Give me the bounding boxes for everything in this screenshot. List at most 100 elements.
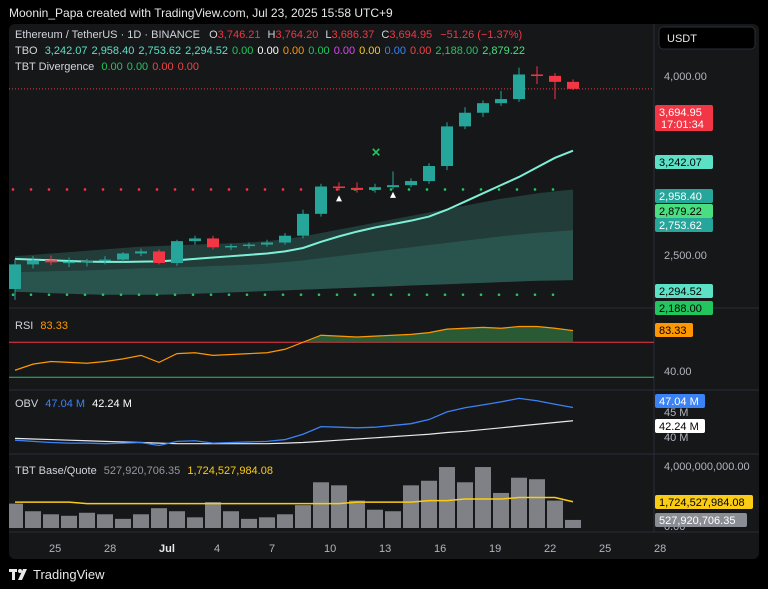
candle-body bbox=[531, 74, 543, 76]
divergence-value-1: 0.00 bbox=[127, 61, 148, 73]
obv-tick-40m: 40 M bbox=[664, 432, 688, 444]
candle-jun-27 bbox=[99, 256, 111, 265]
tbo-dot-upper bbox=[497, 188, 501, 191]
price-badge-bg bbox=[655, 218, 713, 232]
rsi-overbought-fill bbox=[303, 326, 573, 343]
rsi-pane[interactable] bbox=[9, 325, 654, 378]
tbo-value-12: 2,188.00 bbox=[435, 45, 478, 57]
volume-bar-27 bbox=[493, 492, 509, 528]
time-tick-10: 10 bbox=[324, 543, 336, 555]
time-tick-16: 16 bbox=[434, 543, 446, 555]
volume-bar-15 bbox=[277, 514, 293, 528]
tbo-dot-lower bbox=[119, 293, 123, 297]
tbo-dot-upper bbox=[137, 188, 141, 191]
candle-jun-29 bbox=[135, 248, 147, 257]
tbo-dot-lower bbox=[65, 293, 69, 297]
candle-jul-20 bbox=[513, 67, 525, 102]
candle-body bbox=[135, 251, 147, 254]
candle-body bbox=[549, 75, 561, 82]
tbo-dot-upper bbox=[191, 188, 195, 191]
volume-ma-value: 1,724,527,984.08 bbox=[187, 465, 273, 477]
tbo-dot-lower bbox=[371, 293, 375, 297]
tbo-dot-upper bbox=[227, 188, 231, 191]
chart-frame[interactable]: ✕ 25 28 Jul 4 7 10 13 16 19 22 25 28 Ethereum / Tet… bbox=[9, 24, 759, 559]
volume-badge: 527,920,706.35 bbox=[655, 513, 747, 527]
tbo-dot-upper bbox=[263, 188, 267, 191]
candle-jul-11 bbox=[351, 182, 363, 193]
tbo-band-inner bbox=[15, 230, 573, 295]
candle-jun-24 bbox=[45, 255, 57, 266]
candle-jul-9 bbox=[315, 183, 327, 217]
price-badge-text: 2,879.22 bbox=[659, 206, 702, 218]
obv-ma-line bbox=[14, 420, 574, 445]
candle-body bbox=[279, 235, 291, 243]
obv-badge-text: 47.04 M bbox=[659, 396, 699, 408]
tbo-dot-upper bbox=[461, 188, 465, 191]
candle-jul-4 bbox=[225, 243, 237, 251]
currency-button-label[interactable]: USDT bbox=[667, 33, 697, 45]
tbo-dot-lower bbox=[497, 293, 501, 297]
volume-bar-26 bbox=[475, 467, 491, 528]
candle-body bbox=[27, 260, 39, 265]
volume-bar-21 bbox=[385, 511, 401, 528]
candle-jul-6 bbox=[261, 239, 273, 247]
volume-bar-1 bbox=[25, 511, 41, 528]
candle-body bbox=[171, 241, 183, 264]
candle-jul-10 bbox=[333, 182, 345, 191]
tbo-dot-upper bbox=[47, 188, 51, 191]
chart-attribution: Moonin_Papa created with TradingView.com… bbox=[9, 6, 393, 20]
tbo-label: TBO bbox=[15, 45, 38, 57]
tbo-dot-lower bbox=[83, 293, 87, 297]
tbo-dot-upper bbox=[443, 188, 447, 191]
candle-jul-16 bbox=[441, 122, 453, 171]
candle-body bbox=[81, 260, 93, 263]
price-pane[interactable]: ✕ bbox=[9, 66, 654, 300]
volume-bar-3 bbox=[61, 515, 77, 528]
volume-bar-9 bbox=[169, 511, 185, 528]
obv-pane[interactable] bbox=[14, 397, 574, 447]
candle-body bbox=[315, 186, 327, 214]
volume-ma-badge-text: 1,724,527,984.08 bbox=[659, 497, 745, 509]
tbo-dot-upper bbox=[119, 188, 123, 191]
candle-body bbox=[207, 238, 219, 248]
tbo-value-11: 0.00 bbox=[410, 45, 431, 57]
price-tick-2500: 2,500.00 bbox=[664, 250, 707, 262]
tbo-dot-upper bbox=[101, 188, 105, 191]
tbo-value-4: 0.00 bbox=[232, 45, 253, 57]
time-tick-22: 22 bbox=[544, 543, 556, 555]
volume-bar-17 bbox=[313, 482, 329, 528]
currency-button[interactable]: USDT bbox=[658, 26, 756, 50]
price-badge-5: 2,294.52 bbox=[655, 284, 713, 298]
obv-line bbox=[14, 397, 574, 447]
candle-body bbox=[45, 260, 57, 263]
volume-bar-6 bbox=[115, 518, 131, 528]
tbo-dot-upper bbox=[551, 188, 555, 191]
candle-body bbox=[495, 99, 507, 104]
candle-jul-3 bbox=[207, 235, 219, 250]
volume-bar-0 bbox=[9, 503, 23, 528]
chart-canvas[interactable]: ✕ 25 28 Jul 4 7 10 13 16 19 22 25 28 Ethereum / Tet… bbox=[9, 24, 759, 559]
tbo-dot-lower bbox=[191, 293, 195, 297]
candle-body bbox=[333, 186, 345, 189]
candle-body bbox=[351, 187, 363, 190]
tbo-dot-upper bbox=[83, 188, 87, 191]
low-value: 3,686.37 bbox=[332, 29, 375, 41]
open-value: 3,746.21 bbox=[218, 29, 261, 41]
obv-legend: OBV 47.04 M 42.24 M bbox=[15, 398, 132, 410]
tbo-value-6: 0.00 bbox=[283, 45, 304, 57]
tbo-value-13: 2,879.22 bbox=[482, 45, 525, 57]
candle-jul-1 bbox=[171, 239, 183, 266]
volume-pane[interactable] bbox=[9, 467, 581, 528]
volume-tick-4b: 4,000,000,000.00 bbox=[664, 461, 750, 473]
candle-body bbox=[189, 238, 201, 242]
tbo-dot-upper bbox=[245, 188, 249, 191]
candle-jun-22 bbox=[9, 258, 21, 300]
candle-jul-2 bbox=[189, 235, 201, 245]
tradingview-footer[interactable]: TradingView bbox=[9, 567, 105, 582]
price-badge-2: 2,958.40 bbox=[655, 189, 713, 203]
candle-jul-12 bbox=[369, 183, 381, 193]
price-badge-text: 3,242.07 bbox=[659, 157, 702, 169]
tbo-dot-lower bbox=[137, 293, 141, 297]
